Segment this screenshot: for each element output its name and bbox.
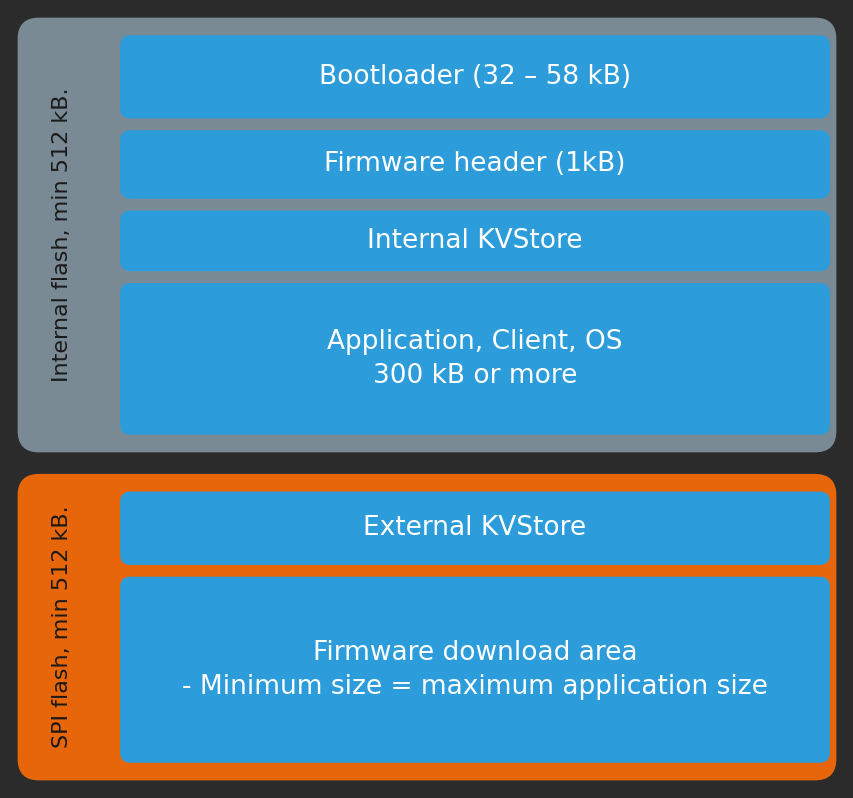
Text: Bootloader (32 – 58 kB): Bootloader (32 – 58 kB)	[319, 64, 630, 90]
FancyBboxPatch shape	[120, 211, 829, 271]
FancyBboxPatch shape	[120, 577, 829, 763]
FancyBboxPatch shape	[120, 35, 829, 118]
Text: External KVStore: External KVStore	[363, 516, 586, 541]
Text: Firmware header (1kB): Firmware header (1kB)	[324, 152, 625, 177]
Text: Firmware download area
- Minimum size = maximum application size: Firmware download area - Minimum size = …	[182, 640, 767, 700]
FancyBboxPatch shape	[120, 492, 829, 565]
FancyBboxPatch shape	[120, 283, 829, 435]
FancyBboxPatch shape	[120, 130, 829, 199]
FancyBboxPatch shape	[18, 18, 835, 452]
Text: Application, Client, OS
300 kB or more: Application, Client, OS 300 kB or more	[327, 329, 622, 389]
Text: Internal KVStore: Internal KVStore	[367, 228, 582, 254]
Text: Internal flash, min 512 kB.: Internal flash, min 512 kB.	[52, 88, 73, 382]
Text: SPI flash, min 512 kB.: SPI flash, min 512 kB.	[52, 506, 73, 749]
FancyBboxPatch shape	[18, 474, 835, 780]
